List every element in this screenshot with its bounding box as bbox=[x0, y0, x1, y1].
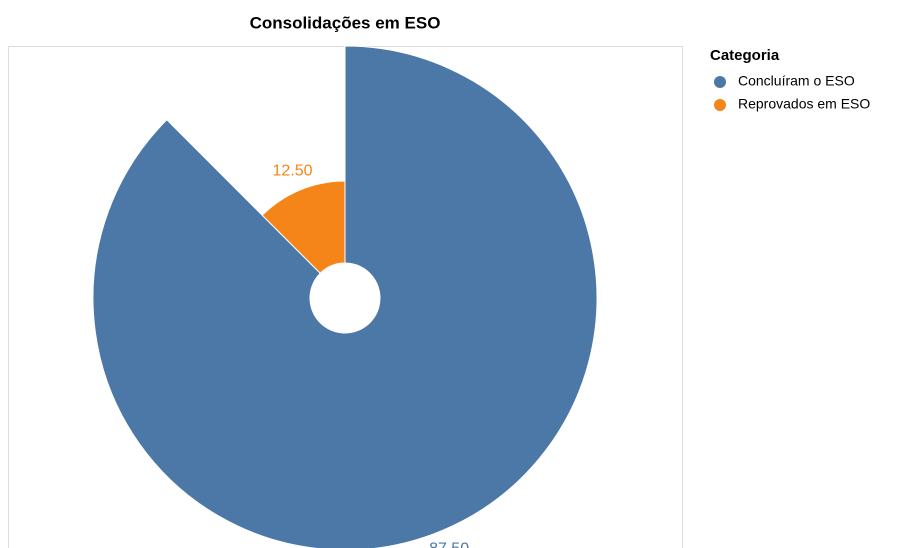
legend-symbol bbox=[714, 99, 726, 111]
legend-label: Concluíram o ESO bbox=[738, 73, 855, 89]
legend-label: Reprovados em ESO bbox=[738, 96, 870, 112]
value-label: 12.50 bbox=[273, 163, 313, 180]
radial-wedge bbox=[261, 180, 346, 274]
legend-title: Categoria bbox=[710, 47, 780, 64]
chart-title: Consolidações em ESO bbox=[250, 13, 441, 32]
radial-wedge bbox=[92, 45, 598, 548]
value-label: 87.50 bbox=[429, 541, 469, 548]
legend-symbol bbox=[714, 76, 726, 88]
